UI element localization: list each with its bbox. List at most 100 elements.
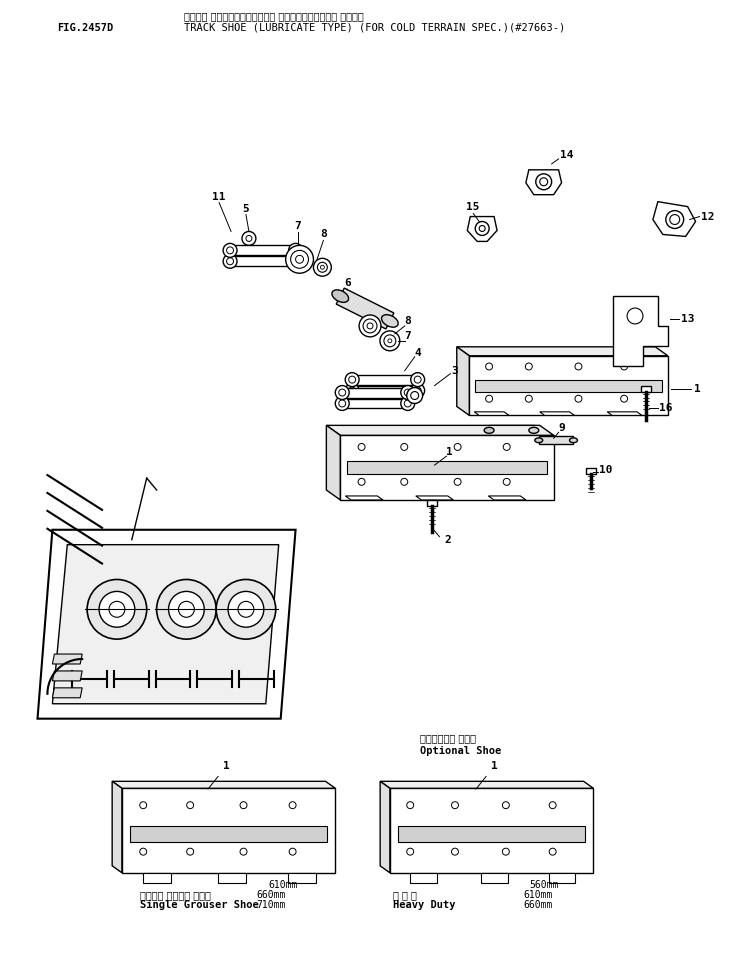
Circle shape: [288, 254, 302, 268]
Circle shape: [363, 319, 377, 332]
Polygon shape: [340, 435, 554, 500]
Circle shape: [479, 225, 485, 231]
Polygon shape: [653, 202, 696, 237]
Circle shape: [621, 363, 627, 370]
Text: 7: 7: [405, 331, 411, 341]
Circle shape: [335, 397, 349, 410]
Circle shape: [407, 801, 413, 808]
Circle shape: [401, 479, 408, 486]
Polygon shape: [351, 385, 419, 396]
Circle shape: [289, 801, 296, 808]
Circle shape: [539, 177, 548, 185]
Polygon shape: [341, 388, 409, 398]
Circle shape: [407, 388, 422, 404]
Text: 1: 1: [694, 383, 701, 394]
Circle shape: [525, 363, 532, 370]
Ellipse shape: [332, 290, 349, 302]
Text: 1: 1: [208, 761, 229, 789]
Text: トラック シュー（ルーブリケート タイプ）（ガンレイチ ショウ）: トラック シュー（ルーブリケート タイプ）（ガンレイチ ショウ）: [185, 11, 364, 20]
Text: 9: 9: [558, 423, 565, 433]
Circle shape: [345, 383, 359, 398]
Polygon shape: [218, 873, 246, 882]
Polygon shape: [548, 873, 575, 882]
Circle shape: [292, 257, 299, 265]
Circle shape: [339, 400, 346, 407]
Text: オプショナル シュー: オプショナル シュー: [419, 733, 475, 744]
Circle shape: [627, 308, 643, 324]
Circle shape: [156, 579, 216, 640]
Polygon shape: [380, 781, 593, 788]
Polygon shape: [613, 296, 668, 366]
Circle shape: [317, 262, 327, 272]
Polygon shape: [539, 411, 574, 415]
Circle shape: [289, 848, 296, 855]
Text: 6: 6: [343, 278, 351, 289]
Circle shape: [359, 315, 381, 337]
Polygon shape: [410, 873, 437, 882]
Circle shape: [621, 395, 627, 403]
Circle shape: [339, 389, 346, 396]
Circle shape: [240, 801, 247, 808]
Circle shape: [575, 363, 582, 370]
Circle shape: [407, 848, 413, 855]
Polygon shape: [416, 496, 454, 500]
Circle shape: [320, 265, 324, 269]
Circle shape: [401, 397, 415, 410]
Polygon shape: [526, 170, 562, 195]
Circle shape: [525, 395, 532, 403]
Circle shape: [291, 251, 308, 268]
Circle shape: [223, 254, 237, 268]
Polygon shape: [229, 246, 297, 255]
Circle shape: [223, 244, 237, 257]
Text: 15: 15: [466, 202, 480, 212]
Circle shape: [226, 257, 233, 265]
Text: Optional Shoe: Optional Shoe: [419, 746, 501, 756]
Polygon shape: [457, 347, 469, 415]
Circle shape: [384, 334, 396, 347]
Circle shape: [486, 363, 492, 370]
Circle shape: [288, 244, 302, 257]
Circle shape: [187, 801, 194, 808]
Circle shape: [666, 211, 684, 228]
Circle shape: [109, 602, 125, 617]
Text: 3: 3: [451, 366, 457, 375]
Circle shape: [87, 579, 147, 640]
Text: 11: 11: [212, 192, 226, 202]
Circle shape: [536, 174, 551, 190]
Circle shape: [410, 392, 419, 400]
Bar: [427, 500, 437, 506]
Polygon shape: [475, 411, 509, 415]
Circle shape: [405, 389, 411, 396]
Polygon shape: [346, 496, 383, 500]
Circle shape: [503, 479, 510, 486]
Circle shape: [228, 592, 264, 627]
Circle shape: [405, 400, 411, 407]
Circle shape: [380, 331, 400, 351]
Circle shape: [410, 372, 425, 386]
Polygon shape: [326, 425, 340, 500]
Circle shape: [216, 579, 276, 640]
Text: 4: 4: [414, 348, 421, 358]
Circle shape: [242, 231, 256, 246]
Text: 610mm: 610mm: [524, 890, 554, 900]
Ellipse shape: [484, 427, 494, 433]
Circle shape: [414, 387, 421, 394]
Circle shape: [187, 848, 194, 855]
Polygon shape: [288, 873, 316, 882]
Circle shape: [238, 602, 254, 617]
Circle shape: [240, 848, 247, 855]
Polygon shape: [457, 347, 668, 356]
Circle shape: [454, 444, 461, 450]
Polygon shape: [489, 425, 533, 435]
Circle shape: [502, 801, 510, 808]
Polygon shape: [467, 216, 497, 242]
Polygon shape: [469, 356, 668, 415]
Text: 14: 14: [559, 150, 574, 160]
Circle shape: [451, 801, 458, 808]
Text: 2: 2: [444, 534, 451, 545]
Circle shape: [314, 258, 332, 276]
Circle shape: [349, 387, 355, 394]
Circle shape: [549, 848, 556, 855]
Polygon shape: [341, 399, 409, 409]
Circle shape: [285, 246, 314, 273]
